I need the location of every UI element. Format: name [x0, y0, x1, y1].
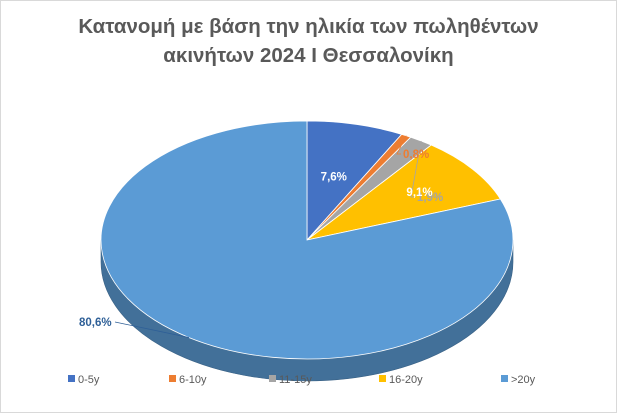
data-label->20y: 80,6%: [79, 317, 112, 329]
legend-label-6-10y: 6-10y: [179, 374, 207, 386]
legend-swatch-11-15y: [269, 375, 276, 382]
legend-label-16-20y: 16-20y: [389, 374, 423, 386]
legend: 0-5y 6-10y 11-15y 16-20y >20y: [68, 374, 536, 386]
data-label-11-15y: 1,9%: [417, 192, 443, 204]
legend-swatch->20y: [501, 375, 508, 382]
pie-slice->20y: [100, 120, 514, 360]
chart-title: Κατανομή με βάση την ηλικία των πωληθέντ…: [1, 12, 616, 70]
legend-swatch-6-10y: [169, 375, 176, 382]
legend-swatch-0-5y: [68, 375, 75, 382]
chart-title-line-1: Κατανομή με βάση την ηλικία των πωληθέντ…: [78, 15, 539, 38]
legend-label-11-15y: 11-15y: [279, 374, 312, 386]
leader-line-6-10y: [396, 135, 407, 155]
legend-swatch-16-20y: [379, 375, 386, 382]
leader-line->20y: [114, 321, 190, 338]
data-label-16-20y: 9,1%: [406, 187, 432, 199]
data-label-0-5y: 7,6%: [321, 171, 347, 183]
legend-label->20y: >20y: [511, 374, 536, 386]
leader-line-11-15y: [410, 140, 422, 198]
pie-slice-0-5y: [306, 120, 403, 242]
chart-title-line-2: ακινήτων 2024 Ι Θεσσαλονίκη: [163, 44, 454, 67]
pie-labels: 7,6% 0,8% 1,9%9,1% 80,6%: [79, 149, 443, 329]
legend-label-0-5y: 0-5y: [78, 374, 100, 386]
pie-top: [100, 120, 514, 360]
pie-slice-16-20y: [306, 144, 502, 241]
pie-leaders: [114, 135, 422, 338]
data-label-6-10y: 0,8%: [403, 149, 429, 161]
